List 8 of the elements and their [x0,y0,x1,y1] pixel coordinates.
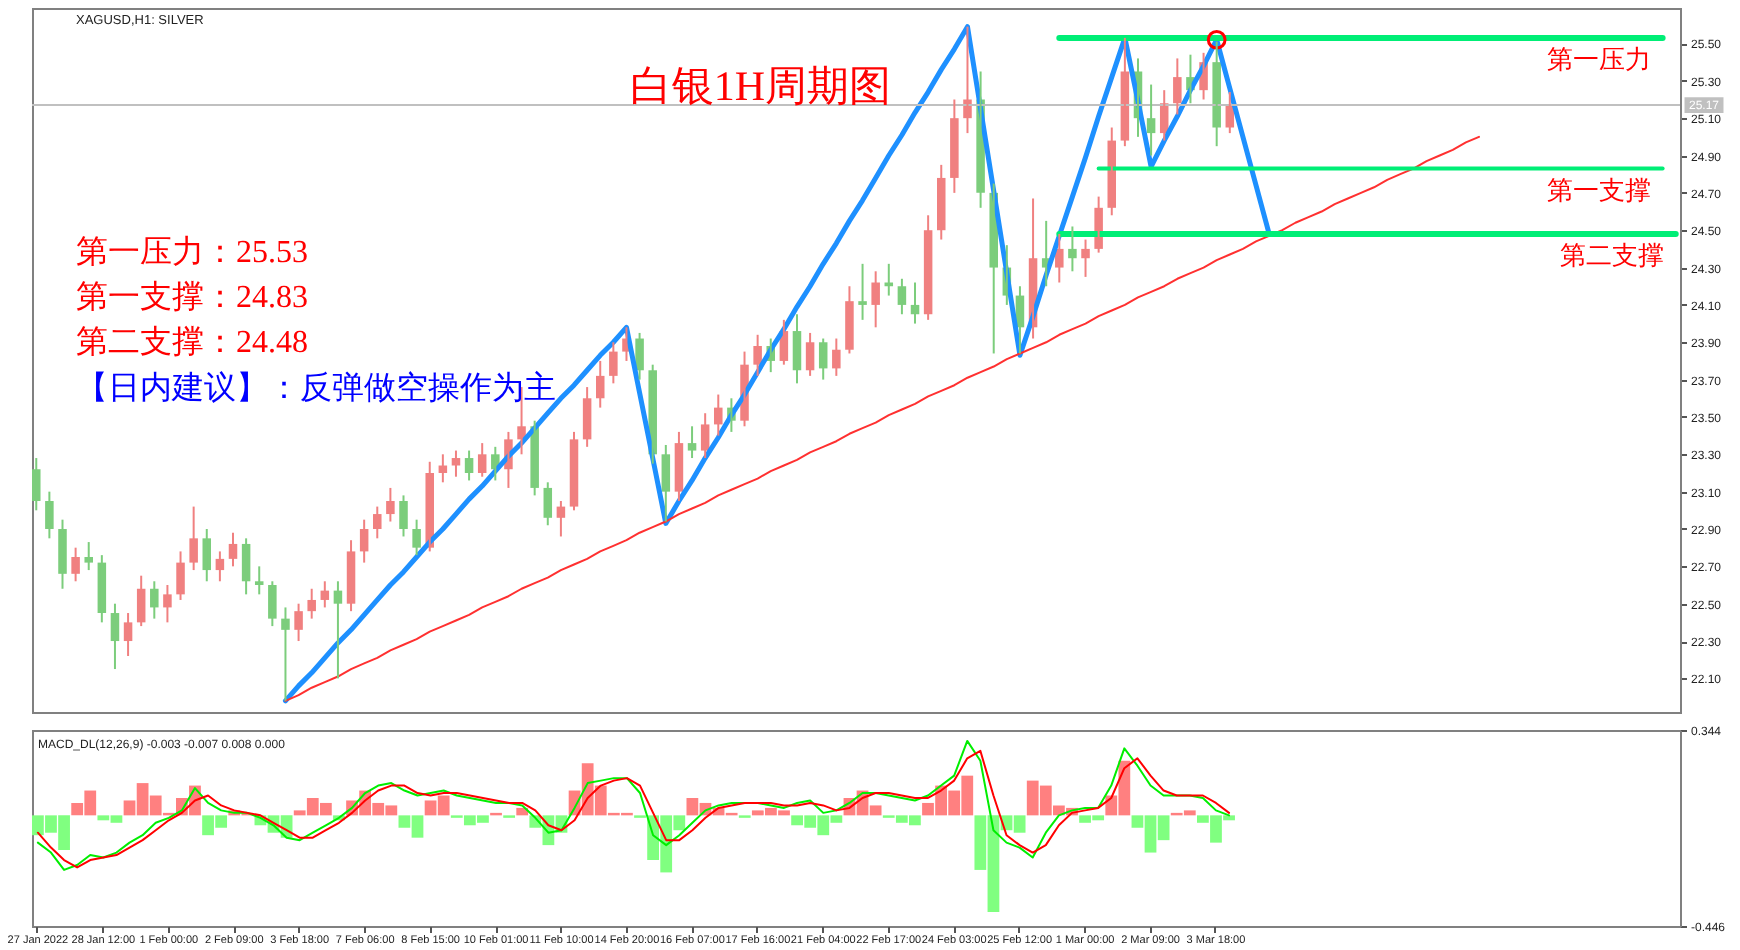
annotation: 第二支撑：24.48 [76,324,308,361]
series-label: 第二支撑 [1559,239,1664,270]
annotation: 第一压力：25.53 [76,234,308,270]
series-label: 第一支撑 [1546,174,1651,205]
text: 白银1H周期图 [629,62,892,110]
annotation: 第一支撑：24.83 [76,279,308,316]
annotation: 【日内建议】：反弹做空操作为主 [76,369,556,406]
series-label: 第一压力 [1546,43,1651,74]
